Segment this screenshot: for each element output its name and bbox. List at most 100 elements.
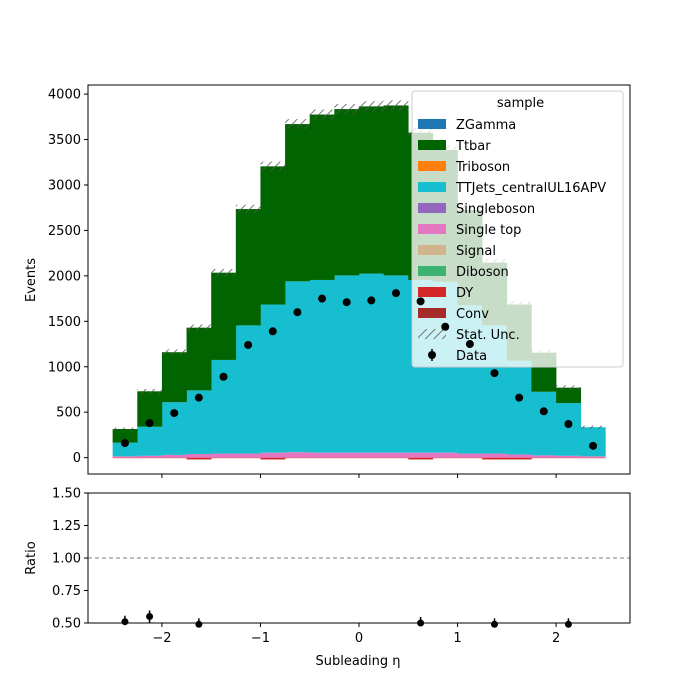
bar-single-top-bin-13 [432,452,458,458]
bar-dy-bin-2 [161,457,187,459]
bar-dy-bin-12 [408,457,434,460]
stat-unc-bin-1 [137,389,162,394]
bar-single-top-bin-16 [506,454,532,458]
bar-single-top-bin-10 [359,452,384,458]
legend-swatch-singleboson [418,203,446,213]
stat-unc-bin-18 [556,385,581,390]
bar-dy-bin-14 [457,457,483,459]
bar-single-top-bin-8 [309,452,335,458]
main-axes: 0 500 1000 1500 2000 2500 3000 3500 4000 [48,84,631,478]
ratio-point-5 [564,620,572,628]
main-y-tick-label-4000: 4000 [48,88,81,103]
bar-single-top-bin-7 [285,452,311,458]
bar-dy-bin-8 [309,457,335,459]
main-y-tick-label-1000: 1000 [48,360,81,375]
bar-ttbar-bin-18 [556,387,582,404]
bar-ttjets-centralul16apv-bin-8 [309,279,335,453]
stat-unc-bin-4 [211,268,236,277]
legend-swatch-signal [418,245,446,255]
bar-single-top-bin-19 [580,456,606,458]
bar-single-top-bin-15 [482,453,508,458]
bar-dy-bin-15 [482,457,508,460]
legend-label-triboson: Triboson [455,160,510,175]
bar-ttbar-bin-10 [359,106,384,274]
bar-ttjets-centralul16apv-bin-11 [383,275,409,453]
bar-dy-bin-19 [580,457,606,459]
data-point-6 [268,327,277,336]
bar-dy-bin-1 [137,457,163,459]
data-point-9 [342,298,351,307]
bar-ttbar-bin-11 [383,105,409,276]
data-point-2 [170,409,179,418]
bar-single-top-bin-1 [137,455,163,458]
legend-label-ttjets-centralul16apv: TTJets_centralUL16APV [455,181,606,196]
data-point-8 [318,294,327,303]
bar-single-top-bin-14 [457,453,483,458]
legend-swatch-diboson [418,266,446,276]
data-point-0 [120,439,129,448]
stat-unc-bin-3 [186,324,212,331]
bar-ttjets-centralul16apv-bin-18 [556,403,582,456]
legend-label-conv: Conv [456,307,489,322]
data-point-7 [293,308,302,317]
data-point-14 [465,340,474,349]
legend-swatch-single-top [418,224,446,234]
bar-ttbar-bin-5 [235,209,261,326]
bar-ttjets-centralul16apv-bin-17 [531,391,557,456]
main-y-tick-label-1500: 1500 [48,315,81,330]
ratio-x-tick-label-1: −1 [251,631,270,646]
legend-label-diboson: Diboson [456,265,509,280]
bar-single-top-bin-11 [383,452,409,458]
ratio-point-1 [146,613,154,620]
x-axis-label: Subleading η [315,654,400,669]
bar-ttjets-centralul16apv-bin-1 [137,426,163,456]
stat-unc-bin-6 [260,161,286,171]
ratio-y-tick-label-1.50: 1.50 [52,487,81,502]
stat-unc-bin-0 [112,427,138,431]
ratio-y-tick-label-0.75: 0.75 [52,584,81,599]
legend-swatch-ttjets-centralul16apv [418,182,446,192]
bar-ttjets-centralul16apv-bin-19 [580,427,606,457]
legend-label-dy: DY [456,286,473,301]
stat-unc-bin-11 [383,100,409,111]
main-y-tick-label-3500: 3500 [48,133,81,148]
bar-dy-bin-7 [285,457,311,459]
legend-label-data: Data [456,349,487,364]
bar-single-top-bin-18 [556,455,582,458]
legend-label-signal: Signal [456,244,496,259]
stat-unc-bin-5 [235,204,261,214]
main-y-tick-label-3000: 3000 [48,178,81,193]
data-point-3 [194,393,203,402]
legend-swatch-zgamma [418,119,446,129]
bar-single-top-bin-0 [112,456,138,458]
bar-single-top-bin-17 [531,455,557,458]
legend-marker-data [428,351,436,359]
bar-ttbar-bin-2 [161,352,187,403]
ratio-x-tick-label-3: 1 [453,631,461,646]
legend-label-singleboson: Singleboson [456,202,535,217]
stat-unc-bin-7 [285,119,310,130]
bar-single-top-bin-12 [408,452,434,458]
data-point-18 [564,420,573,429]
legend-swatch-conv [418,308,446,318]
legend-label-ttbar: Ttbar [455,139,491,154]
bar-single-top-bin-4 [211,453,237,458]
legend-label-single-top: Single top [456,223,521,238]
legend-swatch-stat-unc- [418,329,446,339]
bar-dy-bin-5 [235,457,261,459]
bar-dy-bin-3 [186,457,212,460]
bar-ttjets-centralul16apv-bin-0 [112,442,138,457]
bar-dy-bin-0 [112,457,138,459]
bar-single-top-bin-3 [186,454,212,458]
data-point-17 [539,407,548,416]
main-y-axis-label: Events [24,258,39,302]
bar-single-top-bin-6 [260,452,286,458]
bar-ttbar-bin-9 [334,109,360,276]
ratio-x-tick-label-0: −2 [152,631,171,646]
ratio-axes: 0.50 0.75 1.00 1.25 1.50 −2 −1 0 1 2 [52,487,631,646]
data-points [120,289,598,450]
ratio-x-tick-label-2: 0 [355,631,363,646]
data-point-12 [416,297,425,306]
bar-dy-bin-13 [432,457,458,459]
bar-dy-bin-6 [260,457,286,460]
